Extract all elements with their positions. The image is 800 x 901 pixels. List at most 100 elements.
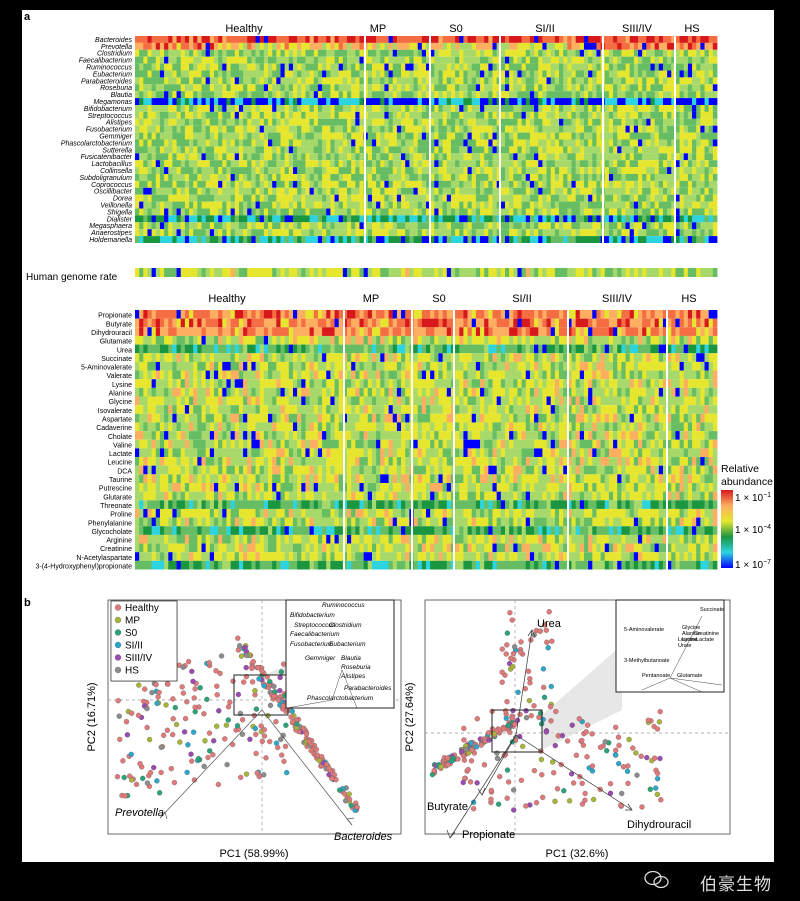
heat-cell [534, 335, 539, 345]
heat-cell [471, 236, 477, 243]
heat-cell [413, 105, 419, 112]
heat-cell [251, 310, 256, 319]
heat-cell [209, 49, 215, 57]
heat-cell [529, 222, 535, 230]
heat-cell [583, 310, 589, 319]
heat-cell [268, 125, 273, 133]
heat-cell [554, 222, 560, 230]
heat-cell [284, 310, 290, 319]
heat-cell [675, 91, 680, 99]
heat-cell [359, 335, 365, 345]
heat-cell [658, 335, 664, 345]
heat-cell [197, 222, 202, 230]
heat-cell [450, 229, 456, 237]
heat-cell [197, 77, 202, 85]
heat-cell [226, 36, 232, 43]
heat-cell [550, 310, 556, 319]
heat-cell [434, 167, 439, 174]
heat-cell [509, 36, 514, 43]
heat-cell [563, 222, 568, 230]
heat-cell [450, 125, 456, 133]
heat-cell [671, 49, 676, 57]
heat-cell [704, 132, 710, 140]
heat-cell [288, 229, 294, 237]
heat-cell [484, 310, 489, 319]
heat-cell [588, 84, 593, 92]
heat-cell [567, 132, 572, 140]
heat-cell [559, 91, 564, 99]
heat-cell [421, 335, 427, 345]
heat-cell [347, 105, 352, 112]
heat-cell [546, 146, 552, 154]
heat-cell [234, 139, 240, 147]
heat-cell [193, 318, 198, 328]
heat-cell [309, 70, 315, 78]
heat-cell [571, 194, 577, 202]
heat-cell [284, 105, 290, 112]
heat-cell [168, 111, 173, 119]
heat-cell [513, 91, 518, 99]
heat-cell [667, 118, 672, 126]
heat-cell [662, 36, 668, 43]
heat-cell [442, 36, 448, 43]
heat-cell [409, 84, 414, 92]
heat-cell [396, 91, 402, 99]
heat-cell [396, 335, 402, 345]
heat-cell [538, 194, 543, 202]
heat-cell [238, 42, 244, 50]
metabolite-heatmap: Healthy MP S0 SI/II SIII/IV HSPropionateButyr… [36, 293, 718, 571]
heat-cell [496, 70, 502, 78]
heat-cell [292, 201, 298, 209]
heat-cell [255, 36, 261, 43]
heat-cell [459, 125, 464, 133]
heat-cell [201, 268, 207, 277]
heat-cell [284, 125, 290, 133]
heat-cell [675, 229, 680, 237]
heat-cell [675, 153, 680, 161]
heat-cell [280, 125, 286, 133]
heat-cell [662, 105, 668, 112]
heat-cell [546, 310, 552, 319]
heat-cell [272, 167, 277, 174]
heat-cell [687, 146, 693, 154]
heat-cell [317, 98, 323, 105]
heat-cell [704, 229, 710, 237]
heat-cell [712, 132, 718, 140]
heat-cell [213, 187, 219, 195]
heat-cell [667, 167, 672, 174]
heat-cell [317, 318, 323, 328]
heat-cell [642, 153, 647, 161]
heat-cell [662, 49, 668, 57]
heat-cell [546, 132, 552, 140]
heat-cell [529, 63, 535, 71]
heat-cell [450, 174, 456, 181]
heat-cell [180, 222, 186, 230]
heat-cell [596, 215, 601, 223]
heat-cell [197, 344, 202, 354]
heat-cell [330, 180, 335, 188]
heat-cell [484, 174, 489, 181]
heat-cell [583, 63, 589, 71]
heat-cell [226, 98, 232, 105]
heat-cell [334, 111, 340, 119]
heat-cell [193, 139, 198, 147]
heat-cell [384, 160, 389, 168]
heat-cell [234, 36, 240, 43]
heat-cell [608, 201, 614, 209]
heat-cell [480, 335, 485, 345]
heat-cell [409, 118, 414, 126]
heat-cell [692, 187, 697, 195]
heat-cell [592, 174, 597, 181]
heat-cell [359, 167, 365, 174]
heat-cell [629, 229, 635, 237]
heat-cell [559, 194, 564, 202]
heat-cell [509, 222, 514, 230]
heat-cell [484, 77, 489, 85]
heat-cell [554, 77, 560, 85]
heat-cell [563, 153, 568, 161]
heat-cell [326, 167, 331, 174]
heat-cell [247, 310, 252, 319]
heat-cell [297, 222, 302, 230]
heat-cell [621, 194, 626, 202]
heat-cell [201, 49, 207, 57]
